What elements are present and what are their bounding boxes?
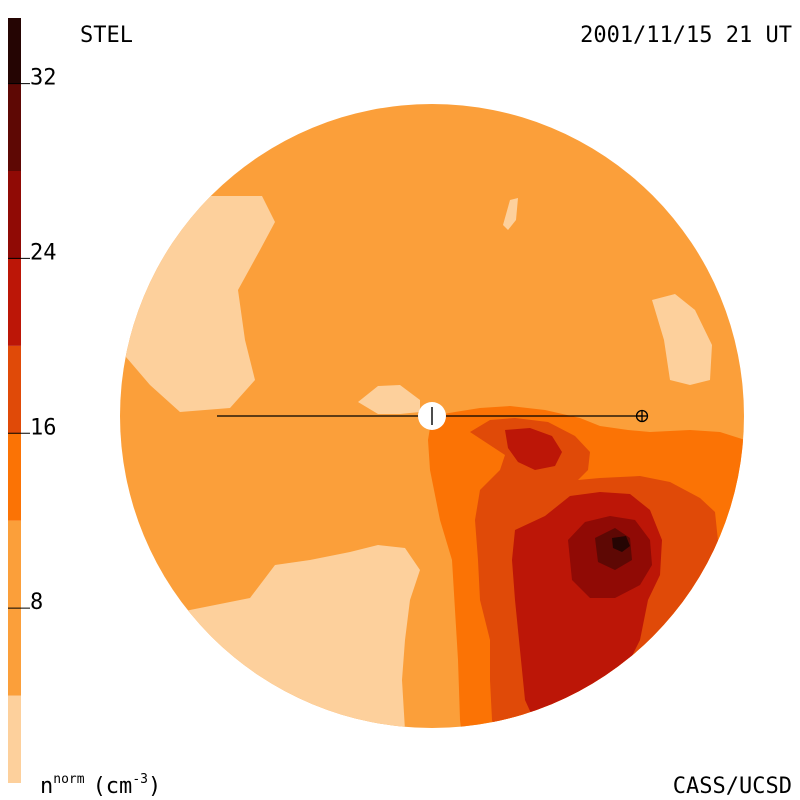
low-density-sliver-north — [503, 198, 518, 230]
unit-exponent: -3 — [132, 772, 148, 787]
credit-label: CASS/UCSD — [673, 774, 792, 799]
colorbar-tick-label-16: 16 — [30, 415, 57, 440]
colorbar-level-4 — [8, 258, 21, 346]
unit-open: (cm — [93, 774, 133, 799]
unit-close: ) — [148, 774, 161, 799]
density-superscript: norm — [53, 772, 84, 787]
colorbar — [8, 18, 21, 783]
colorbar-level-5 — [8, 171, 21, 259]
low-density-region-east — [652, 294, 712, 385]
colorbar-tick-label-8: 8 — [30, 590, 43, 615]
colorbar-tick-label-24: 24 — [30, 240, 57, 265]
colorbar-axis-label: nnorm (cm-3) — [40, 772, 161, 799]
earth-icon — [635, 409, 649, 423]
observatory-label: STEL — [80, 23, 133, 48]
timestamp-label: 2001/11/15 21 UT — [580, 23, 792, 48]
colorbar-level-2 — [8, 433, 21, 521]
density-symbol: n — [40, 774, 53, 799]
colorbar-tick-label-32: 32 — [30, 66, 57, 91]
density-disc — [120, 104, 744, 728]
density-level-32 — [612, 536, 630, 552]
colorbar-ticks: 8 16 24 32 — [8, 66, 57, 615]
density-level-20-north — [505, 428, 562, 470]
colorbar-level-7 — [8, 18, 21, 84]
low-density-patch-center — [358, 385, 420, 414]
colorbar-level-0 — [8, 695, 21, 783]
colorbar-level-3 — [8, 345, 21, 434]
colorbar-level-6 — [8, 83, 21, 171]
